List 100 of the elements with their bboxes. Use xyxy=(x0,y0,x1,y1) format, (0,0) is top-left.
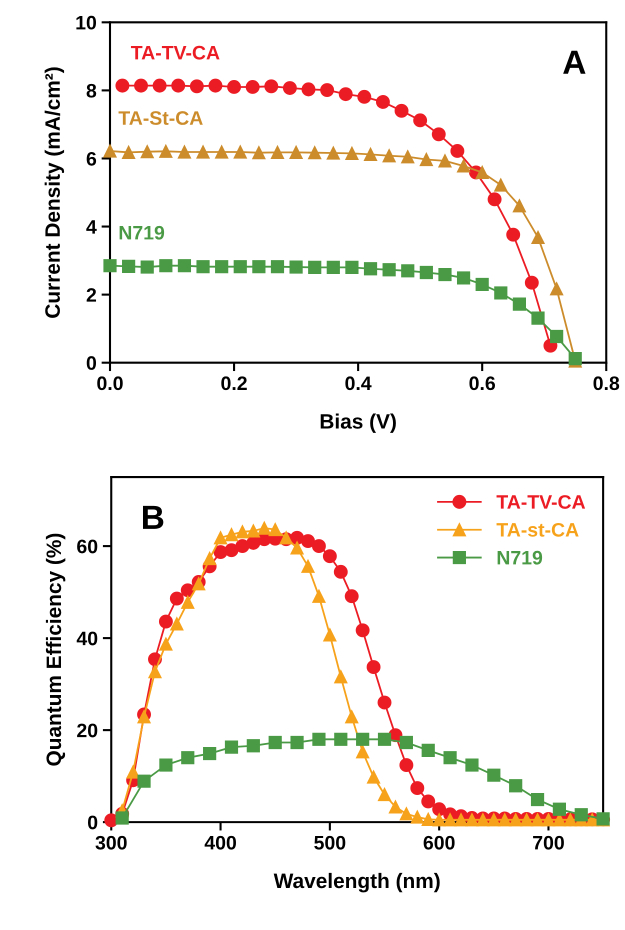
point xyxy=(422,812,435,826)
y-tick-label: 6 xyxy=(86,152,96,166)
point xyxy=(378,696,392,710)
point xyxy=(487,768,500,782)
x-tick-label: 500 xyxy=(314,836,346,850)
point xyxy=(264,79,278,94)
point xyxy=(301,560,315,573)
x-tick-label: 700 xyxy=(533,836,564,850)
legend-label: N719 xyxy=(498,550,542,565)
point xyxy=(289,260,303,274)
point xyxy=(224,528,238,542)
point xyxy=(512,199,526,212)
point xyxy=(382,263,396,276)
point xyxy=(236,525,250,538)
point xyxy=(399,758,414,772)
point xyxy=(334,670,348,684)
point xyxy=(524,276,539,290)
point xyxy=(268,736,282,750)
point xyxy=(400,736,413,750)
point xyxy=(178,145,192,159)
point xyxy=(345,146,359,160)
point xyxy=(357,90,372,104)
point xyxy=(270,146,284,159)
point xyxy=(159,144,172,158)
point xyxy=(270,260,284,274)
point xyxy=(170,617,184,630)
point xyxy=(345,710,358,724)
point xyxy=(345,260,359,274)
point xyxy=(512,298,526,311)
point xyxy=(432,127,446,142)
point xyxy=(356,745,370,758)
point xyxy=(178,259,192,272)
point xyxy=(208,78,222,93)
point xyxy=(246,739,260,752)
point xyxy=(432,802,446,816)
point xyxy=(444,751,457,764)
point xyxy=(494,286,508,300)
point xyxy=(334,564,348,579)
point xyxy=(506,228,520,242)
point xyxy=(376,95,390,109)
y-tick-label: 0 xyxy=(88,816,98,830)
point xyxy=(320,83,334,97)
x-tick-label: 600 xyxy=(424,836,455,850)
point xyxy=(170,592,184,606)
x-tick-label: 300 xyxy=(95,836,127,850)
point xyxy=(224,740,238,754)
annotation: B xyxy=(142,506,164,529)
x-tick-label: 0.8 xyxy=(594,376,620,390)
point xyxy=(268,522,282,536)
y-tick-label: 8 xyxy=(86,84,96,98)
point xyxy=(394,104,408,118)
point xyxy=(438,268,452,282)
point xyxy=(308,146,322,160)
point xyxy=(181,751,194,764)
point xyxy=(140,260,154,274)
point xyxy=(326,146,340,160)
point xyxy=(494,178,508,192)
point xyxy=(326,260,340,274)
y-axis-title: Current Density (mA/cm²) xyxy=(44,67,64,318)
point xyxy=(148,665,162,678)
point xyxy=(140,145,154,158)
point xyxy=(382,149,396,162)
x-tick-label: 400 xyxy=(204,836,236,850)
x-tick-label: 0.0 xyxy=(97,376,123,390)
point xyxy=(137,774,151,788)
x-axis-title: Bias (V) xyxy=(320,413,396,433)
point xyxy=(196,260,210,274)
point xyxy=(134,78,148,93)
point xyxy=(378,788,392,802)
y-tick-label: 4 xyxy=(86,220,97,234)
point xyxy=(234,260,247,274)
point xyxy=(364,262,378,276)
point xyxy=(103,259,117,272)
point xyxy=(366,770,380,784)
point xyxy=(444,813,457,826)
point xyxy=(215,260,228,274)
point xyxy=(308,260,322,274)
x-tick-label: 0.6 xyxy=(469,376,495,390)
point xyxy=(214,531,228,544)
y-axis-title: Quantum Efficiency (%) xyxy=(46,534,66,766)
point xyxy=(203,746,216,760)
point xyxy=(181,596,194,609)
point xyxy=(356,732,370,746)
point xyxy=(103,144,117,158)
point xyxy=(334,732,348,746)
y-tick-label: 60 xyxy=(77,540,98,554)
point xyxy=(290,541,304,555)
point xyxy=(322,549,337,564)
point xyxy=(196,145,210,159)
point xyxy=(258,522,271,535)
point xyxy=(301,534,315,548)
point xyxy=(234,145,247,159)
point xyxy=(476,166,489,180)
point xyxy=(413,113,428,128)
point xyxy=(488,192,502,206)
x-axis-title: Wavelength (nm) xyxy=(274,872,440,892)
point xyxy=(312,539,326,554)
point xyxy=(224,543,238,558)
point xyxy=(338,87,353,102)
point xyxy=(454,813,468,826)
